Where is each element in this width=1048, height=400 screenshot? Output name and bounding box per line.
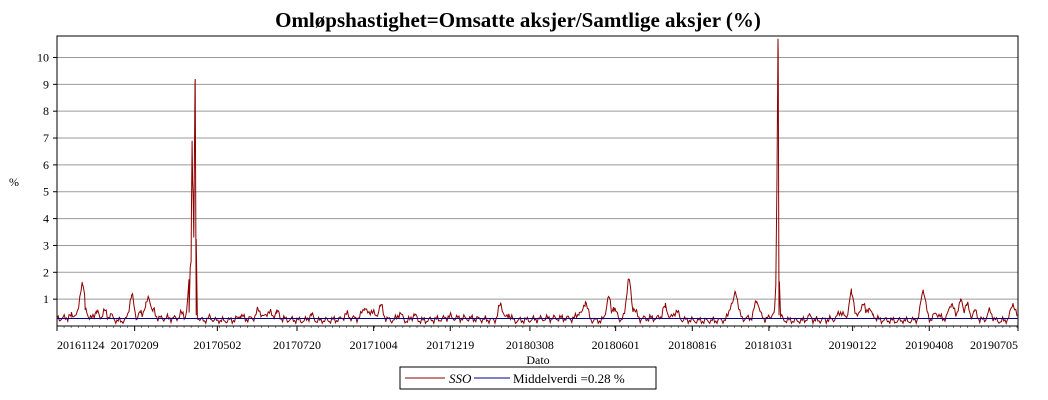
y-tick-label: 3: [43, 238, 49, 252]
y-tick-label: 5: [43, 185, 49, 199]
x-tick-label: 20161124: [57, 338, 105, 352]
y-tick-label: 9: [43, 77, 49, 91]
y-tick-label: 2: [43, 265, 49, 279]
y-axis: 1 2 3 4 5 6 7 8 9 10: [37, 50, 57, 306]
legend: SSO Middelverdi =0.28 %: [399, 366, 657, 390]
legend-label-mean: Middelverdi =0.28 %: [513, 371, 625, 386]
y-tick-label: 8: [43, 104, 49, 118]
y-axis-label: %: [9, 175, 19, 189]
x-axis-label: Dato: [526, 353, 549, 367]
y-tick-label: 6: [43, 158, 49, 172]
x-tick-label: 20181031: [745, 338, 793, 352]
x-tick-label: 20171004: [350, 338, 398, 352]
x-tick-label: 20170502: [193, 338, 241, 352]
y-tick-label: 7: [43, 131, 49, 145]
x-tick-label: 20190408: [905, 338, 953, 352]
x-tick-label: 20180601: [592, 338, 640, 352]
plot-frame: [56, 35, 1019, 327]
x-tick-label: 20190705: [970, 338, 1018, 352]
x-tick-label: 20180308: [506, 338, 554, 352]
legend-box: [399, 366, 657, 390]
x-tick-label: 20170209: [111, 338, 159, 352]
x-tick-label: 20190122: [829, 338, 877, 352]
x-tick-label: 20180816: [668, 338, 716, 352]
x-tick-label: 20171219: [426, 338, 474, 352]
x-axis: 20161124 20170209 20170502 20170720 20171004…: [56, 326, 1019, 352]
y-tick-label: 4: [43, 212, 49, 226]
chart-title: Omløpshastighet=Omsatte aksjer/Samtlige …: [275, 8, 761, 32]
sso-series-line: [56, 38, 1018, 326]
grid: [57, 56, 1018, 300]
y-tick-label: 1: [43, 292, 49, 306]
legend-label-sso: SSO: [449, 371, 472, 386]
y-tick-label: 10: [37, 50, 49, 64]
series-layer: [56, 38, 1018, 326]
x-tick-label: 20170720: [273, 338, 321, 352]
